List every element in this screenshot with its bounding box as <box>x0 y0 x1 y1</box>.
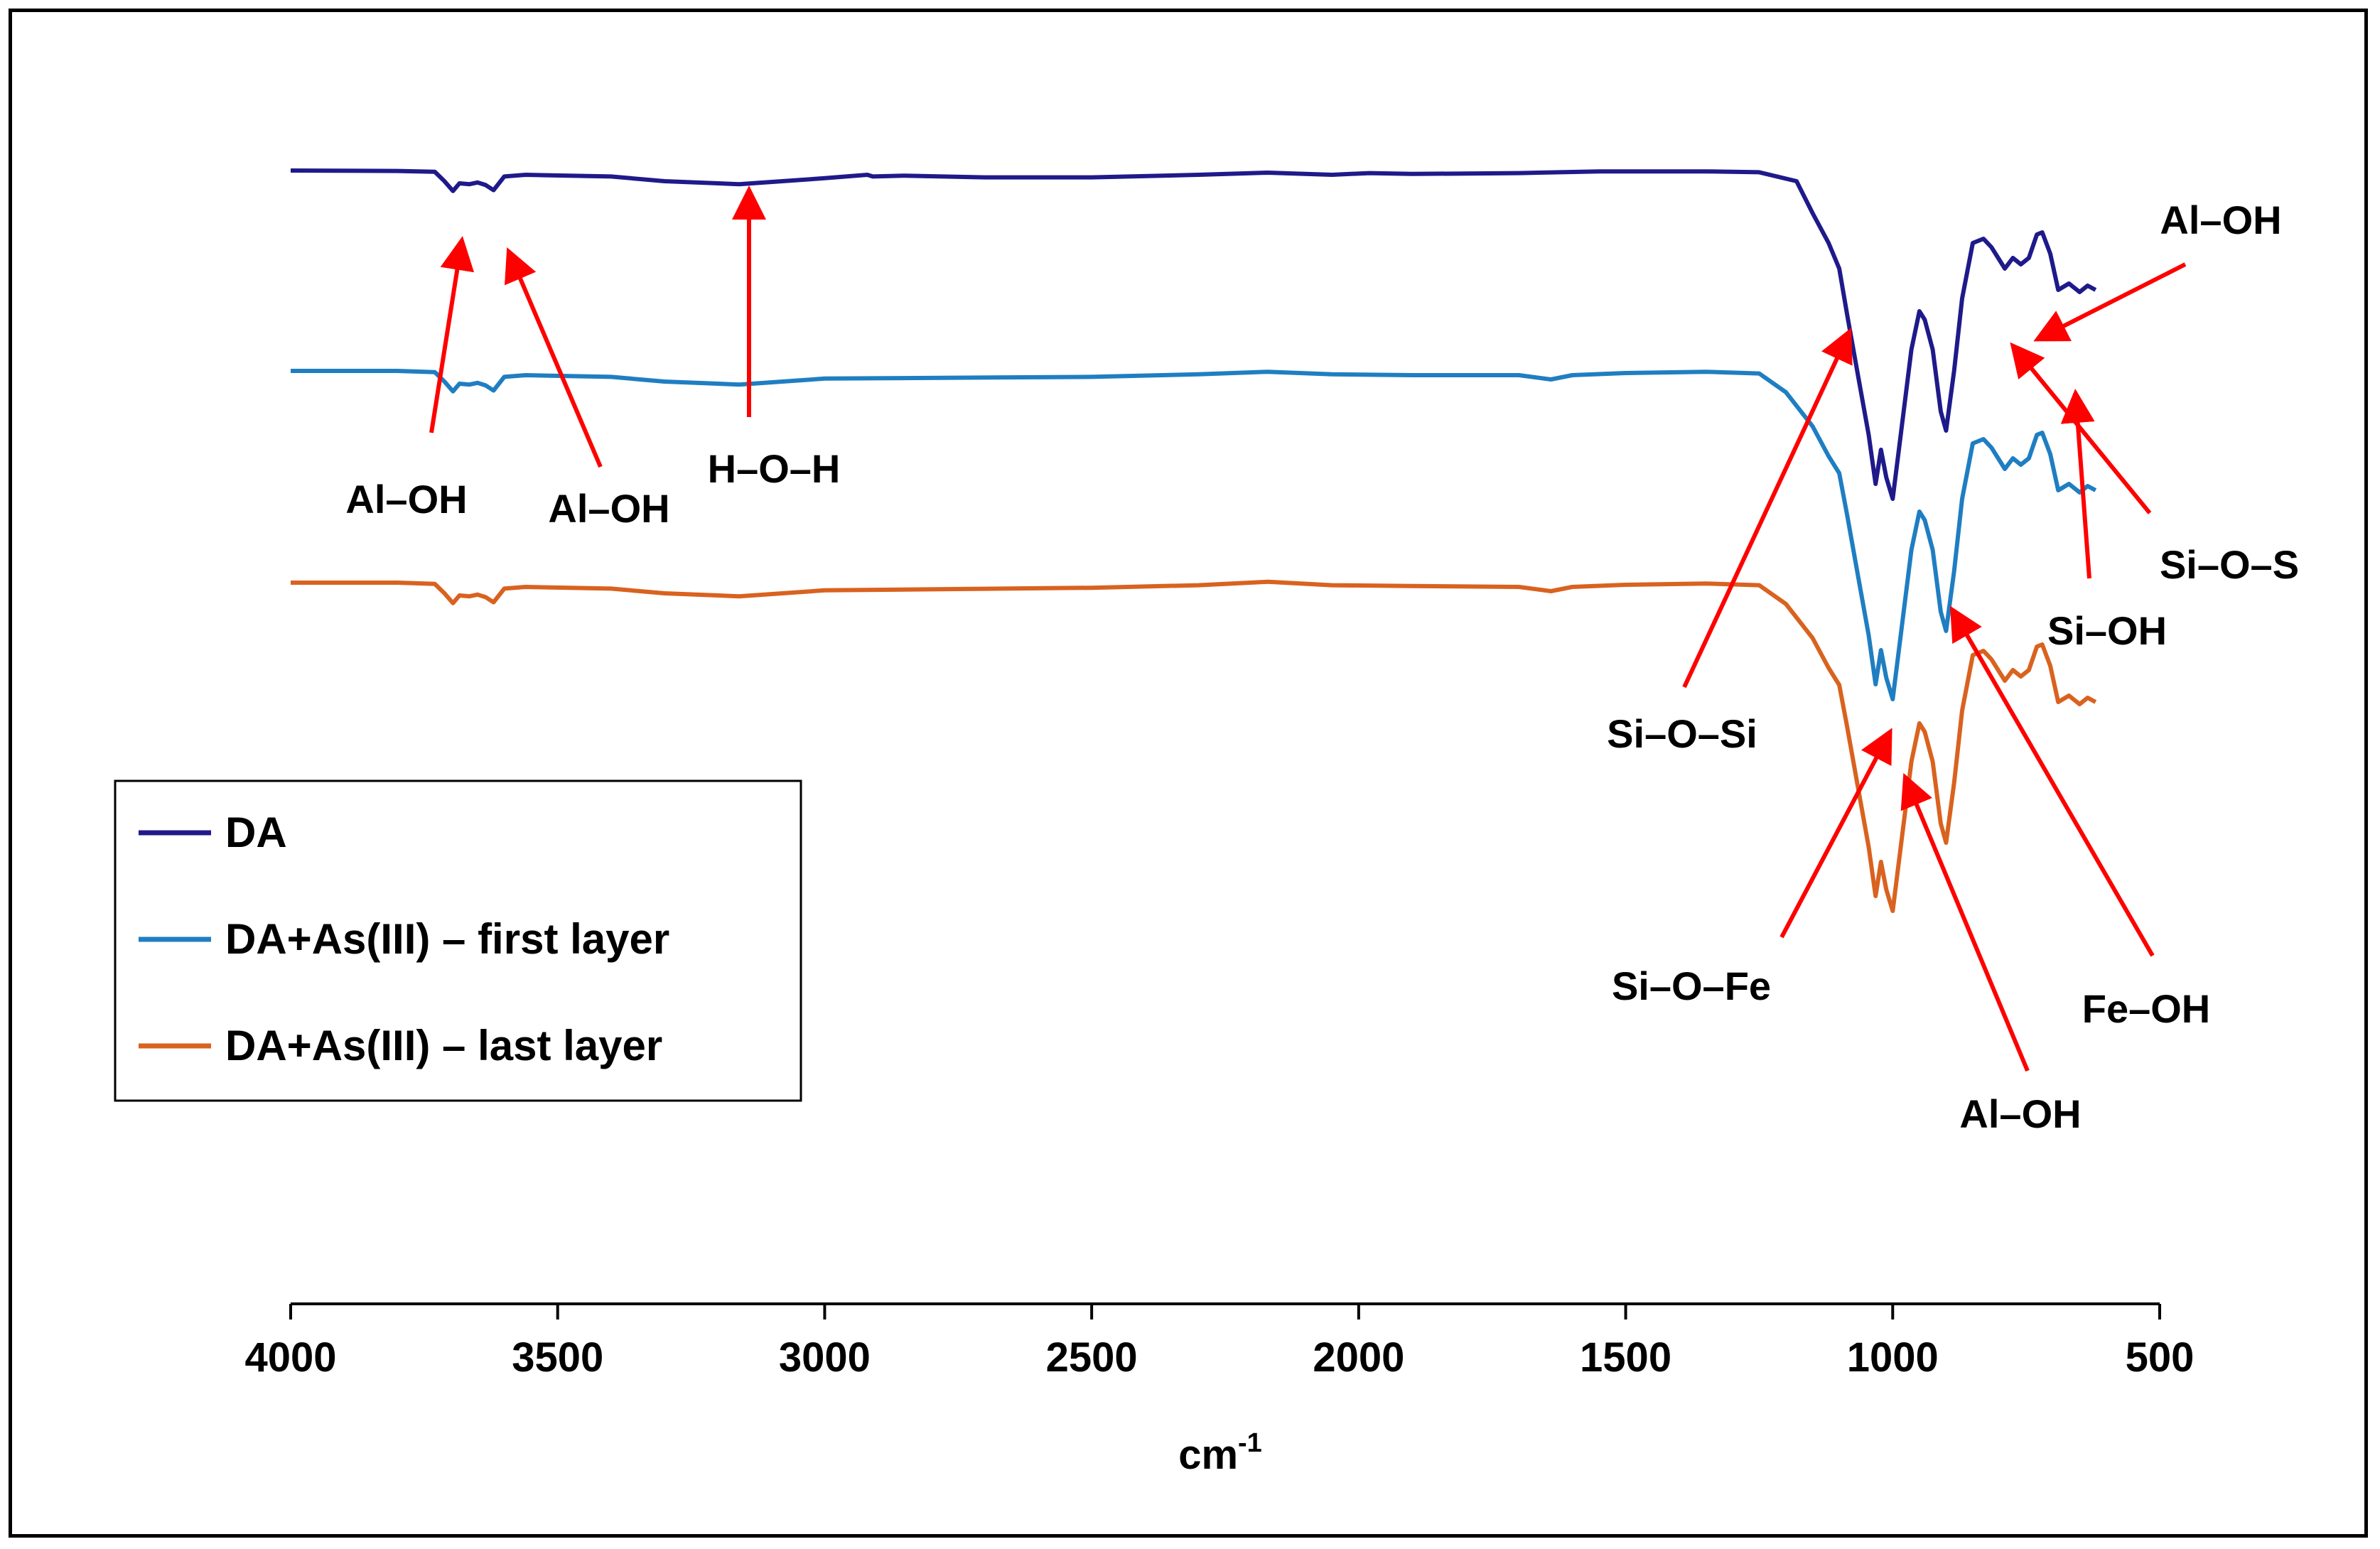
annotation-arrow-si-o-fe <box>1779 728 1892 939</box>
annotation-arrow-fe-oh <box>1949 605 2155 957</box>
x-tick-label: 3500 <box>512 1334 603 1381</box>
annotation-arrow-si-o-s <box>2010 342 2152 514</box>
x-axis-title: cm-1 <box>1178 1428 1262 1478</box>
ftir-chart: 4000 3500 3000 2500 2000 1500 1000 500 cm-1 Al–O… <box>114 168 2299 1478</box>
series-line-2 <box>291 369 2097 701</box>
x-tick-label: 3000 <box>779 1334 871 1381</box>
x-tick-label: 1000 <box>1847 1334 1939 1381</box>
annotation-label-si-oh: Si–OH <box>2047 608 2167 653</box>
legend-label-1: DA <box>225 809 287 856</box>
x-axis: 4000 3500 3000 2500 2000 1500 1000 500 cm-1 <box>244 1302 2195 1478</box>
annotation-label-al-oh-3: Al–OH <box>1959 1091 2081 1136</box>
annotation-label-si-o-s: Si–O–S <box>2160 542 2299 587</box>
annotation-label-h-o-h: H–O–H <box>708 446 841 491</box>
series-line-3 <box>291 579 2097 913</box>
x-tick-label: 1500 <box>1580 1334 1671 1381</box>
x-axis-title-superscript: -1 <box>1238 1428 1262 1458</box>
annotation-arrow-al-oh-2 <box>505 247 603 468</box>
figure-frame: 4000 3500 3000 2500 2000 1500 1000 500 cm-1 Al–O… <box>9 9 2368 1538</box>
x-tick-label: 2500 <box>1046 1334 1138 1381</box>
series-layer <box>290 168 2097 913</box>
legend-box <box>114 779 802 1102</box>
annotation-label-al-oh-1: Al–OH <box>345 477 467 522</box>
annotation-layer: Al–OH Al–OH H–O–H Si–O–Si Si–O–Fe Al–OH Fe–OH S… <box>345 185 2299 1136</box>
annotation-label-al-oh-4: Al–OH <box>2160 198 2281 242</box>
x-tick-label: 500 <box>2126 1334 2195 1381</box>
legend-label-2: DA+As(III) – first layer <box>225 915 669 963</box>
annotation-label-al-oh-2: Al–OH <box>548 486 669 531</box>
annotation-label-si-o-fe: Si–O–Fe <box>1612 964 1771 1008</box>
series-line-1 <box>290 168 2097 501</box>
annotation-arrow-al-oh-1 <box>429 236 475 433</box>
annotation-label-fe-oh: Fe–OH <box>2082 986 2211 1031</box>
annotation-label-si-o-si: Si–O–Si <box>1607 711 1757 756</box>
legend: DA DA+As(III) – first layer DA+As(III) – l… <box>114 779 802 1102</box>
annotation-arrow-al-oh-4 <box>2033 262 2187 342</box>
x-tick-label: 2000 <box>1313 1334 1404 1381</box>
annotation-arrow-si-o-si <box>1682 328 1853 689</box>
x-tick-label: 4000 <box>244 1334 336 1381</box>
annotation-arrow-al-oh-3 <box>1900 772 2030 1072</box>
legend-label-3: DA+As(III) – last layer <box>225 1022 662 1069</box>
